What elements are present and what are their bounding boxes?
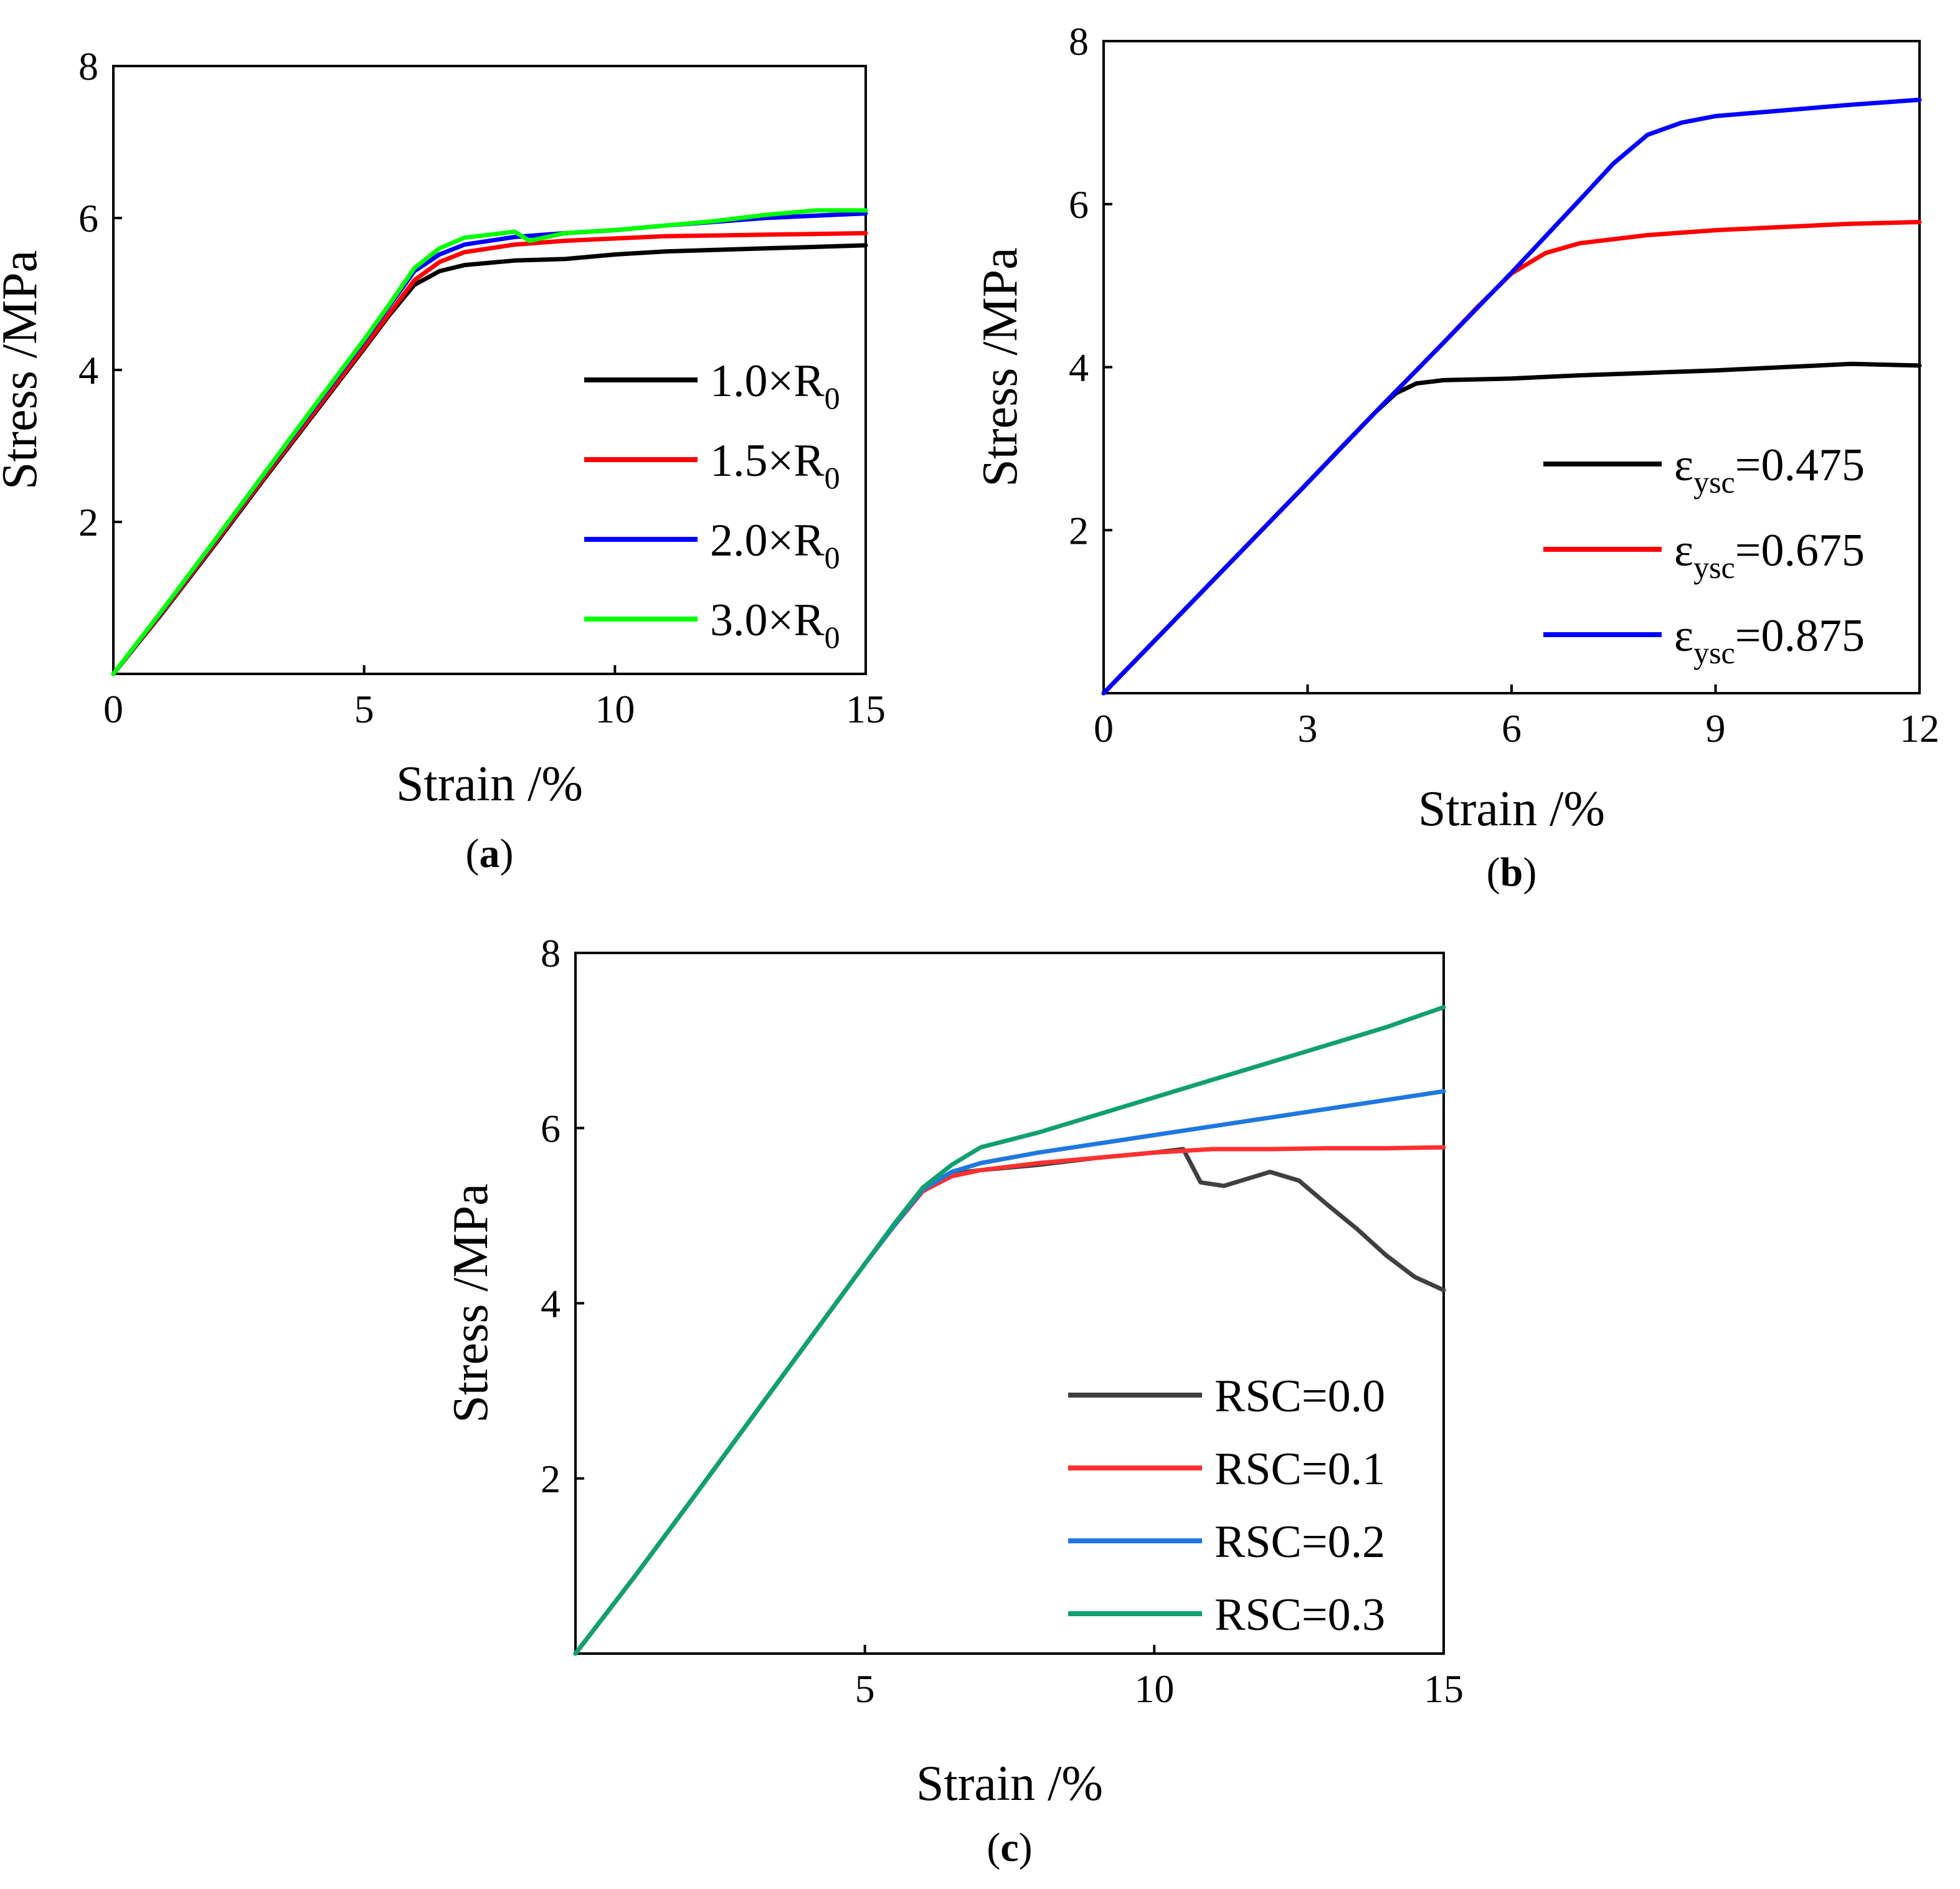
y-tick-label: 6 [78, 196, 98, 240]
chart-panel-a: 0 5 10 15 2 4 6 8 Strain /% Stress /MPa 1.0×R0 1.5×… [0, 44, 886, 876]
y-tick-label: 4 [541, 1282, 561, 1326]
x-tick-label: 6 [1502, 706, 1522, 750]
y-axis-title: Stress /MPa [973, 247, 1028, 487]
panel-label: (b) [1487, 850, 1537, 895]
x-tick-label: 0 [103, 687, 123, 731]
y-tick-label: 4 [1069, 346, 1089, 390]
y-tick-label: 2 [541, 1457, 561, 1501]
legend-label: 1.5×R0 [710, 435, 840, 495]
x-tick-label: 10 [595, 687, 635, 731]
legend-label: RSC=0.1 [1214, 1444, 1385, 1495]
chart-panel-b: 0 3 6 9 12 2 4 6 8 Strain /% Stress /MPa εysc=0.475… [973, 19, 1939, 895]
legend-label: 2.0×R0 [710, 515, 840, 575]
x-tick-label: 0 [1094, 706, 1114, 750]
panel-label: (c) [987, 1825, 1032, 1870]
x-tick-label: 12 [1900, 706, 1939, 750]
series-line-4 [573, 1005, 1446, 1656]
x-tick-label: 10 [1134, 1667, 1174, 1711]
y-tick-label: 8 [78, 44, 98, 88]
x-tick-label: 9 [1706, 706, 1726, 750]
series-line-4 [111, 208, 868, 676]
legend-label: εysc=0.675 [1674, 525, 1865, 585]
legend-label: 3.0×R0 [710, 595, 840, 655]
y-tick-label: 8 [541, 931, 561, 975]
x-axis-title: Strain /% [396, 757, 583, 812]
y-tick-label: 2 [78, 500, 98, 544]
x-axis-title: Strain /% [1418, 782, 1605, 836]
panel-label: (a) [466, 831, 514, 876]
x-tick-label: 15 [1424, 1667, 1464, 1711]
series-line-3 [1101, 97, 1922, 696]
x-axis-title: Strain /% [916, 1756, 1103, 1811]
x-tick-label: 15 [846, 687, 886, 731]
legend-label: RSC=0.2 [1214, 1517, 1385, 1568]
chart-panel-c: 5 10 15 2 4 6 8 Strain /% Stress /MPa RSC=0.0 RSC=… [443, 931, 1464, 1870]
y-tick-label: 6 [541, 1106, 561, 1150]
x-tick-label: 5 [354, 687, 374, 731]
legend-label: RSC=0.0 [1214, 1371, 1385, 1422]
x-tick-label: 5 [855, 1667, 875, 1711]
legend-label: εysc=0.875 [1674, 610, 1865, 670]
y-axis-title: Stress /MPa [443, 1183, 498, 1423]
y-tick-label: 6 [1069, 182, 1089, 227]
y-tick-label: 2 [1069, 508, 1089, 552]
y-axis-title: Stress /MPa [0, 250, 47, 490]
legend-label: RSC=0.3 [1214, 1589, 1385, 1640]
y-tick-label: 4 [78, 348, 98, 392]
y-tick-label: 8 [1069, 19, 1089, 64]
x-tick-label: 3 [1298, 706, 1318, 750]
legend-label: εysc=0.475 [1674, 440, 1865, 499]
legend-label: 1.0×R0 [710, 356, 840, 415]
